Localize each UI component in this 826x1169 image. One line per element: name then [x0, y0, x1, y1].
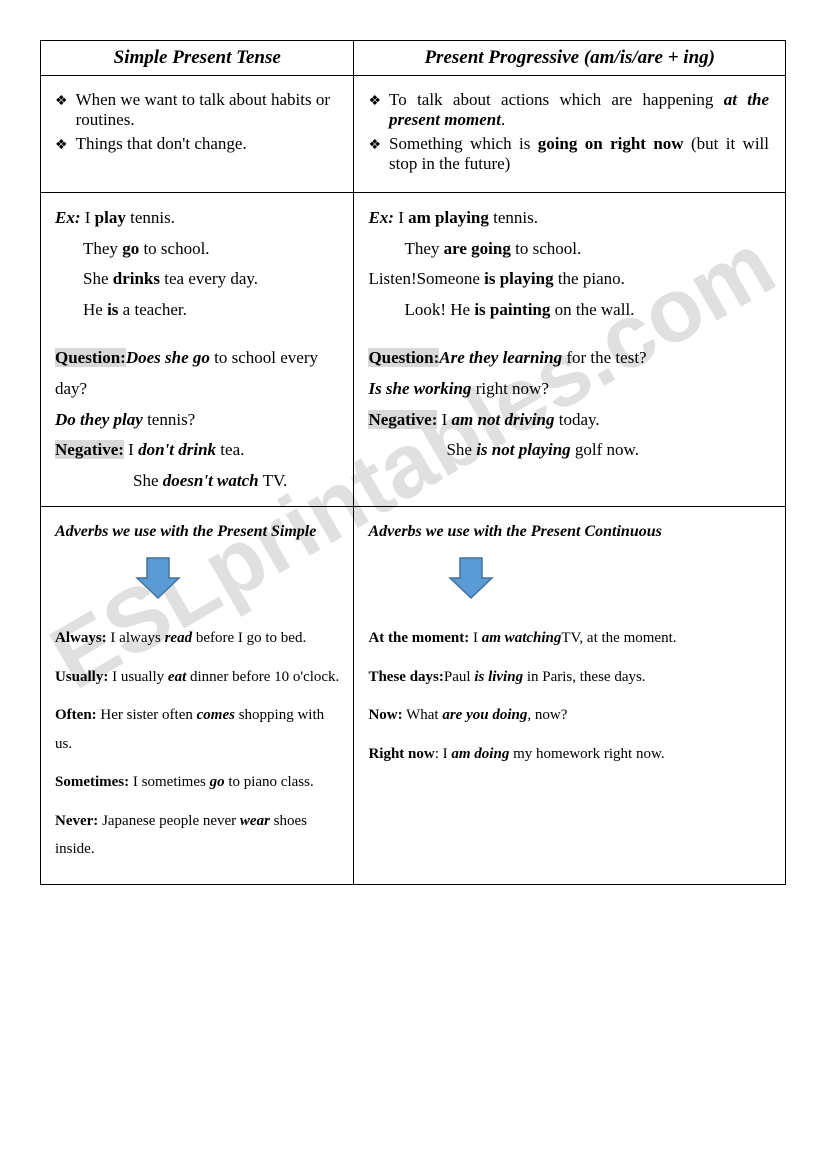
header-row: Simple Present Tense Present Progressive… — [41, 41, 786, 76]
adverb-item: These days:Paul is living in Paris, thes… — [368, 663, 771, 692]
adverb-label: These days: — [368, 669, 443, 685]
adverbs-title: Adverbs we use with the Present Continuo… — [368, 517, 771, 547]
bullet-item: ❖ Things that don't change. — [55, 134, 337, 154]
adverb-item: Always: I always read before I go to bed… — [55, 624, 339, 653]
spacer — [55, 325, 339, 343]
adverb-item: At the moment: I am watchingTV, at the m… — [368, 624, 771, 653]
adverb-label: Usually: — [55, 669, 108, 685]
adverb-text: : I — [435, 746, 452, 762]
header-right: Present Progressive (am/is/are + ing) — [354, 41, 786, 76]
adverb-item: Often: Her sister often comes shopping w… — [55, 701, 339, 758]
adverb-text: I sometimes — [129, 774, 209, 790]
negative-line: Negative: I am not driving today. — [368, 405, 771, 436]
adverb-label: Never: — [55, 813, 98, 829]
spacer — [368, 325, 771, 343]
adverb-verb: eat — [168, 669, 186, 685]
adverbs-row: Adverbs we use with the Present Simple A… — [41, 507, 786, 884]
example-line: Ex: I am playing tennis. — [368, 203, 771, 234]
adverb-text: Paul — [444, 669, 474, 685]
adverb-text: , now? — [527, 707, 567, 723]
adverb-item: Sometimes: I sometimes go to piano class… — [55, 768, 339, 797]
adverb-verb: is living — [474, 669, 523, 685]
adverb-text: in Paris, these days. — [523, 669, 645, 685]
adverb-text: my homework right now. — [509, 746, 664, 762]
adverb-verb: am watching — [482, 630, 562, 646]
bullet-item: ❖ To talk about actions which are happen… — [368, 90, 769, 130]
adverb-item: Usually: I usually eat dinner before 10 … — [55, 663, 339, 692]
adverb-verb: comes — [197, 707, 235, 723]
adverbs-title: Adverbs we use with the Present Simple — [55, 517, 339, 547]
grammar-table: Simple Present Tense Present Progressive… — [40, 40, 786, 885]
diamond-bullet-icon: ❖ — [368, 93, 381, 110]
diamond-bullet-icon: ❖ — [55, 137, 68, 154]
adverbs-right: Adverbs we use with the Present Continuo… — [354, 507, 786, 884]
adverb-text: dinner before 10 o'clock. — [186, 669, 339, 685]
example-line: They go to school. — [55, 234, 339, 265]
question-line: Question:Does she go to school every day… — [55, 343, 339, 404]
adverb-label: At the moment: — [368, 630, 469, 646]
negative-line: She is not playing golf now. — [368, 435, 771, 466]
adverb-label: Sometimes: — [55, 774, 129, 790]
adverb-label: Right now — [368, 746, 434, 762]
question-line: Do they play tennis? — [55, 405, 339, 436]
adverb-text: I — [469, 630, 482, 646]
diamond-bullet-icon: ❖ — [368, 137, 381, 154]
example-line: Ex: I play tennis. — [55, 203, 339, 234]
header-left: Simple Present Tense — [41, 41, 354, 76]
adverb-verb: wear — [240, 813, 270, 829]
adverb-text: Her sister often — [97, 707, 197, 723]
adverb-verb: go — [210, 774, 225, 790]
adverb-label: Often: — [55, 707, 97, 723]
example-line: Look! He is painting on the wall. — [368, 295, 771, 326]
example-line: They are going to school. — [368, 234, 771, 265]
adverb-text: to piano class. — [225, 774, 314, 790]
bullet-text: Something which is going on right now (b… — [389, 134, 769, 174]
bullet-item: ❖ When we want to talk about habits or r… — [55, 90, 337, 130]
question-line: Question:Are they learning for the test? — [368, 343, 771, 374]
question-line: Is she working right now? — [368, 374, 771, 405]
adverb-text: TV, at the moment. — [561, 630, 676, 646]
adverb-item: Right now: I am doing my homework right … — [368, 740, 771, 769]
usage-left: ❖ When we want to talk about habits or r… — [41, 76, 354, 193]
down-arrow-icon — [368, 556, 771, 611]
usage-row: ❖ When we want to talk about habits or r… — [41, 76, 786, 193]
example-line: He is a teacher. — [55, 295, 339, 326]
examples-row: Ex: I play tennis. They go to school. Sh… — [41, 193, 786, 507]
bullet-text: Things that don't change. — [76, 134, 247, 154]
negative-line: Negative: I don't drink tea. — [55, 435, 339, 466]
adverb-text: I usually — [108, 669, 168, 685]
bullet-text: To talk about actions which are happenin… — [389, 90, 769, 130]
bullet-text: When we want to talk about habits or rou… — [76, 90, 338, 130]
adverb-item: Never: Japanese people never wear shoes … — [55, 807, 339, 864]
adverbs-left: Adverbs we use with the Present Simple A… — [41, 507, 354, 884]
down-arrow-icon — [55, 556, 339, 611]
adverb-text: I always — [107, 630, 165, 646]
example-line: Listen!Someone is playing the piano. — [368, 264, 771, 295]
adverb-verb: read — [165, 630, 193, 646]
adverb-item: Now: What are you doing, now? — [368, 701, 771, 730]
usage-right: ❖ To talk about actions which are happen… — [354, 76, 786, 193]
adverb-text: Japanese people never — [98, 813, 240, 829]
adverb-verb: are you doing — [442, 707, 527, 723]
bullet-item: ❖ Something which is going on right now … — [368, 134, 769, 174]
adverb-text: What — [403, 707, 443, 723]
adverb-text: before I go to bed. — [192, 630, 306, 646]
adverb-label: Always: — [55, 630, 107, 646]
adverb-verb: am doing — [451, 746, 509, 762]
example-line: She drinks tea every day. — [55, 264, 339, 295]
diamond-bullet-icon: ❖ — [55, 93, 68, 110]
examples-right: Ex: I am playing tennis. They are going … — [354, 193, 786, 507]
negative-line: She doesn't watch TV. — [55, 466, 339, 497]
examples-left: Ex: I play tennis. They go to school. Sh… — [41, 193, 354, 507]
adverb-label: Now: — [368, 707, 402, 723]
